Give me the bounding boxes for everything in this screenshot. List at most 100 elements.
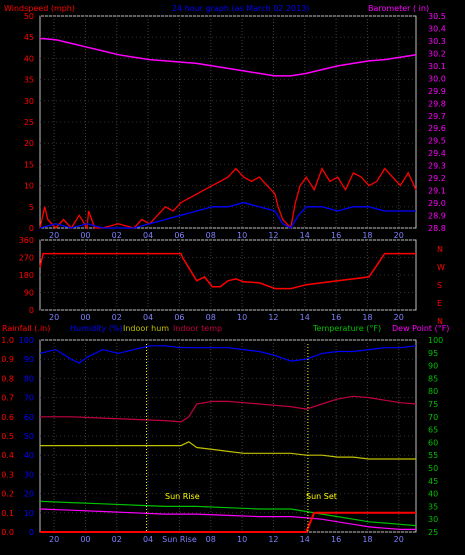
baro-y-tick: 30.5 — [428, 12, 446, 21]
barometer-label: Barometer ( in) — [368, 4, 429, 13]
baro-y-tick: 29.0 — [428, 199, 446, 208]
wind-y-tick: 10 — [24, 182, 34, 191]
temp-y-tick: 100 — [428, 336, 443, 345]
x-tick-label: 12 — [268, 231, 278, 240]
rain-y-tick: 0.0 — [1, 528, 14, 537]
baro-y-tick: 29.1 — [428, 187, 446, 196]
baro-y-tick: 28.9 — [428, 212, 446, 221]
rain-y-tick: 0.6 — [1, 413, 14, 422]
wind-y-tick: 45 — [24, 33, 34, 42]
x-tick-label: 14 — [300, 313, 310, 322]
x-tick-label: 20 — [49, 313, 59, 322]
wind-y-tick: 30 — [24, 97, 34, 106]
humidity-y-tick: 100 — [19, 336, 34, 345]
temp-y-tick: 30 — [428, 515, 438, 524]
x-tick-label: 06 — [174, 231, 184, 240]
dew-point-line — [39, 508, 416, 531]
x-tick-label: 14 — [300, 231, 310, 240]
sun-rise-label: Sun Rise — [165, 492, 200, 501]
wind-y-tick: 40 — [24, 54, 34, 63]
dir-y-tick: 0 — [29, 306, 34, 315]
x-tick-label: 10 — [237, 231, 247, 240]
x-tick-label: 16 — [331, 535, 341, 544]
temp-y-tick: 45 — [428, 477, 438, 486]
humidity-label: Humidity (%) — [70, 324, 123, 333]
compass-w: W — [437, 263, 445, 272]
x-tick-label: 20 — [49, 535, 59, 544]
temp-y-tick: 80 — [428, 387, 438, 396]
compass-n-top: N — [437, 245, 443, 254]
baro-y-tick: 29.5 — [428, 137, 446, 146]
dir-y-tick: 180 — [19, 271, 34, 280]
x-tick-label: 12 — [268, 313, 278, 322]
humidity-y-tick: 90 — [24, 355, 34, 364]
barometer-line — [39, 37, 417, 77]
x-tick-label: 04 — [143, 535, 153, 544]
baro-y-tick: 29.4 — [428, 149, 446, 158]
x-tick-label: 08 — [206, 313, 216, 322]
temp-y-tick: 75 — [428, 400, 438, 409]
temp-y-tick: 85 — [428, 374, 438, 383]
x-tick-label: 20 — [394, 535, 404, 544]
x-tick-label: 00 — [80, 535, 90, 544]
wind-y-tick: 0 — [29, 224, 34, 233]
x-tick-label: 08 — [206, 535, 216, 544]
rain-y-tick: 1.0 — [1, 336, 14, 345]
temp-y-tick: 95 — [428, 349, 438, 358]
sun-set-label: Sun Set — [306, 492, 337, 501]
rainfall-label: Rainfall (.in) — [2, 324, 50, 333]
bottom-header: Rainfall (.in) Humidity (%) Indoor hum I… — [2, 324, 449, 333]
wind-y-tick: 35 — [24, 76, 34, 85]
rainfall-line — [40, 511, 416, 533]
temp-y-tick: 60 — [428, 438, 438, 447]
x-tick-label: 20 — [394, 231, 404, 240]
x-tick-label: 18 — [362, 231, 372, 240]
x-tick-label: 10 — [237, 535, 247, 544]
rain-y-tick: 0.9 — [1, 355, 14, 364]
x-tick-label: 12 — [268, 535, 278, 544]
x-tick-label: 00 — [80, 313, 90, 322]
rain-y-tick: 0.8 — [1, 374, 14, 383]
windspeed-label: Windspeed (mph) — [4, 4, 75, 13]
humidity-y-tick: 80 — [24, 374, 34, 383]
x-tick-label: Sun Rise — [162, 535, 197, 544]
x-tick-label: 18 — [362, 313, 372, 322]
series-layer — [39, 37, 417, 533]
temp-y-tick: 90 — [428, 362, 438, 371]
top-header: Windspeed (mph) 24 hour graph (as March … — [4, 4, 429, 13]
humidity-y-tick: 20 — [24, 490, 34, 499]
x-tick-label: 02 — [112, 313, 122, 322]
humidity-y-tick: 10 — [24, 509, 34, 518]
baro-y-tick: 29.9 — [428, 87, 446, 96]
humidity-y-tick: 40 — [24, 451, 34, 460]
indoor-hum-label: Indoor hum — [123, 324, 169, 333]
baro-y-tick: 29.6 — [428, 124, 446, 133]
x-tick-label: 00 — [80, 231, 90, 240]
baro-y-tick: 28.8 — [428, 224, 446, 233]
rain-y-tick: 0.2 — [1, 490, 14, 499]
temp-y-tick: 25 — [428, 528, 438, 537]
x-tick-label: 10 — [237, 313, 247, 322]
temp-y-tick: 40 — [428, 490, 438, 499]
x-tick-label: 02 — [112, 231, 122, 240]
rain-y-tick: 0.7 — [1, 394, 14, 403]
rain-y-tick: 0.3 — [1, 470, 14, 479]
temperature-line — [39, 500, 417, 527]
baro-y-tick: 30.1 — [428, 62, 446, 71]
direction-line — [39, 252, 416, 290]
rain-y-tick: 0.5 — [1, 432, 14, 441]
baro-y-tick: 30.2 — [428, 49, 446, 58]
wind-y-tick: 50 — [24, 12, 34, 21]
x-tick-label: 04 — [143, 231, 153, 240]
humidity-y-tick: 30 — [24, 470, 34, 479]
compass-n-bottom: N — [437, 317, 443, 326]
x-tick-label: 18 — [362, 535, 372, 544]
wind-y-tick: 20 — [24, 139, 34, 148]
x-tick-label: 02 — [112, 535, 122, 544]
humidity-y-tick: 0 — [29, 528, 34, 537]
temp-y-tick: 35 — [428, 502, 438, 511]
baro-y-tick: 30.4 — [428, 24, 446, 33]
baro-y-tick: 29.8 — [428, 99, 446, 108]
